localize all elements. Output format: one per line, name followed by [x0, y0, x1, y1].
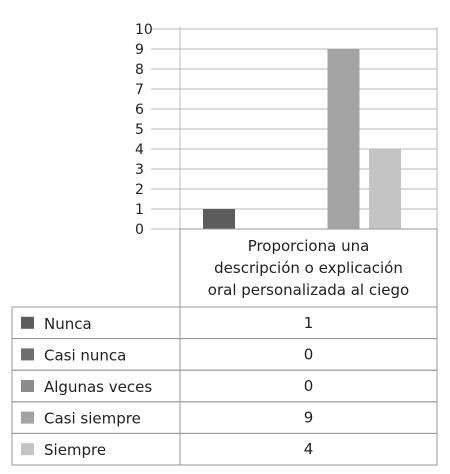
- legend-swatch-casi-nunca: [21, 348, 34, 361]
- y-tick-label: 7: [135, 82, 144, 98]
- y-tick-label: 9: [135, 42, 144, 58]
- y-tick-label: 6: [135, 102, 144, 118]
- value-cell: [179, 432, 438, 466]
- bar-siempre: [369, 149, 401, 229]
- y-tick-label: 5: [135, 122, 144, 138]
- legend-label: Algunas veces: [44, 378, 152, 396]
- legend-label: Casi nunca: [44, 346, 126, 364]
- y-tick-label: 0: [135, 222, 144, 238]
- value-label: 9: [304, 409, 314, 427]
- category-label-line: oral personalizada al ciego: [208, 281, 409, 299]
- legend-swatch-nunca: [21, 316, 34, 329]
- category-label-line: Proporciona una: [248, 237, 370, 255]
- gridlines: [151, 27, 438, 230]
- legend-swatch-siempre: [21, 443, 34, 456]
- value-label: 0: [304, 345, 314, 363]
- legend-swatch-algunas-veces: [21, 380, 34, 392]
- y-axis-ticks: 0 1 2 3 4 5 6 7 8 9 10: [135, 22, 153, 238]
- bar-nunca: [203, 209, 235, 229]
- y-tick-label: 2: [135, 182, 144, 198]
- y-tick-label: 10: [135, 22, 153, 38]
- legend-label: Siempre: [44, 441, 106, 459]
- value-label: 1: [304, 314, 314, 332]
- y-tick-label: 3: [135, 162, 144, 178]
- value-label: 0: [304, 377, 314, 395]
- bar-casi-siempre: [327, 49, 360, 229]
- data-table: Proporciona una descripción o explicación…: [11, 228, 438, 466]
- legend-cell: [11, 306, 181, 340]
- value-label: 4: [304, 440, 314, 458]
- y-tick-label: 8: [135, 62, 144, 78]
- legend-label: Nunca: [44, 315, 92, 333]
- y-tick-label: 4: [135, 142, 144, 158]
- category-label-line: descripción o explicación: [214, 259, 403, 277]
- bars: [203, 49, 401, 229]
- y-tick-label: 1: [135, 202, 144, 218]
- legend-label: Casi siempre: [44, 410, 141, 428]
- legend-swatch-casi-siempre: [21, 411, 34, 424]
